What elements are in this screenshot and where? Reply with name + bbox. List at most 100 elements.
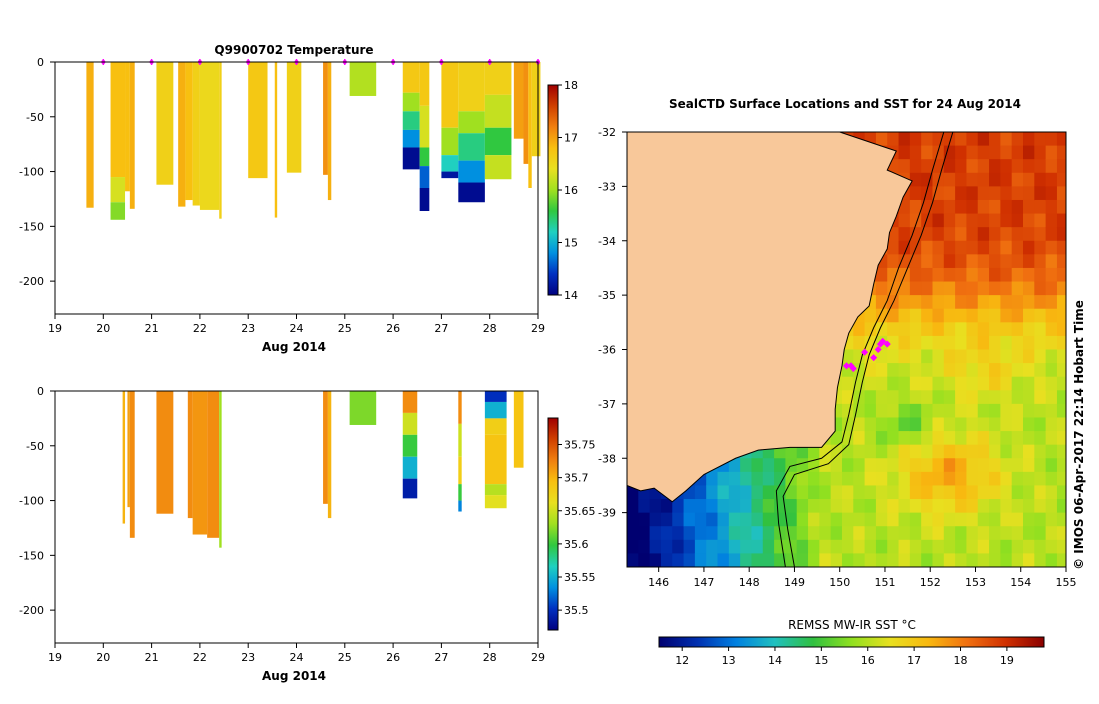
sst-cell — [1011, 240, 1024, 255]
sst-cell — [808, 499, 820, 514]
temperature-y-tick-label: -150 — [19, 220, 44, 233]
sst-map-lon-tick-label: 152 — [920, 576, 941, 589]
sst-cell — [1011, 199, 1024, 215]
sst-cell — [921, 199, 934, 215]
sst-cell — [977, 539, 990, 555]
temperature-cast-segment — [441, 62, 459, 128]
sst-cell — [1045, 512, 1058, 527]
sst-cell — [977, 512, 990, 527]
sst-cell — [989, 145, 1001, 160]
sst-cell — [751, 485, 764, 500]
sst-map-lon-tick-label: 146 — [648, 576, 669, 589]
sst-cell — [1000, 159, 1013, 174]
temperature-cast-segment — [484, 155, 512, 180]
sst-cell — [875, 444, 888, 459]
sst-cell — [909, 254, 922, 269]
sst-map-longitude-axis: 146 147 148 149 150 151 152 153 154 155 — [648, 567, 1077, 589]
temperature-x-tick-label: 20 — [96, 322, 110, 335]
sst-cell — [1034, 390, 1047, 405]
sst-cell — [955, 213, 968, 228]
sst-cell — [1023, 213, 1035, 228]
salinity-cast-segment — [192, 391, 208, 535]
sst-cell — [1045, 349, 1058, 364]
sst-cell — [977, 390, 990, 405]
sst-cell — [1023, 417, 1035, 432]
sst-cell — [887, 431, 900, 446]
sst-cell — [1023, 431, 1035, 446]
surface-location-marker — [861, 348, 869, 356]
sst-cell — [943, 295, 956, 310]
sst-cell — [1000, 539, 1013, 555]
sst-cell — [706, 499, 719, 514]
sst-cell — [864, 539, 877, 555]
temperature-x-tick-label: 27 — [434, 322, 448, 335]
sst-cell — [1045, 403, 1058, 419]
sst-cell — [1000, 308, 1013, 323]
sst-cell — [921, 444, 934, 459]
sst-cell — [909, 186, 922, 201]
sst-cell — [932, 132, 945, 147]
sst-cell — [762, 458, 775, 473]
sst-cell — [1011, 458, 1024, 473]
sst-cell — [1056, 553, 1066, 567]
sst-cell — [1056, 295, 1066, 310]
sst-map-lon-tick-label: 148 — [739, 576, 760, 589]
sst-cell — [853, 553, 866, 567]
sst-cell — [864, 132, 877, 147]
sst-cell — [989, 213, 1001, 228]
sst-cell — [1011, 295, 1024, 310]
sst-cell — [898, 322, 911, 337]
sst-cell — [955, 308, 968, 323]
sst-cell — [774, 471, 787, 487]
sst-cell — [887, 227, 900, 242]
sst-cell — [966, 159, 979, 174]
sst-cell — [1000, 512, 1013, 527]
sst-map-lat-tick-label: -36 — [598, 344, 616, 357]
sst-cell — [966, 335, 979, 351]
sst-cell — [1011, 376, 1024, 391]
sst-cell — [1000, 254, 1013, 269]
sst-colorbar — [658, 636, 1045, 648]
sst-cell — [966, 308, 979, 323]
sst-cell — [717, 458, 730, 473]
sst-cell — [921, 295, 934, 310]
sst-cell — [966, 512, 979, 527]
sst-cell — [762, 526, 775, 541]
sst-cell — [966, 444, 979, 459]
sst-cell — [875, 403, 888, 419]
sst-cell — [898, 349, 911, 364]
sst-cell — [977, 526, 990, 541]
sst-cell — [932, 499, 945, 514]
sst-cell — [1034, 145, 1047, 160]
sst-cell — [977, 281, 990, 296]
sst-cell — [955, 526, 968, 541]
sst-cell — [898, 512, 911, 527]
sst-cell — [1023, 295, 1035, 310]
sst-cell — [966, 471, 979, 487]
sst-cell — [762, 485, 775, 500]
sst-cell — [841, 526, 854, 541]
sst-cell — [1045, 240, 1058, 255]
salinity-cast-segment — [402, 456, 418, 479]
sst-colorbar-tick-label: 18 — [954, 654, 968, 667]
surface-location-marker — [842, 362, 851, 370]
sst-cell — [875, 512, 888, 527]
sst-cell — [909, 376, 922, 391]
sst-cell — [887, 485, 900, 500]
temperature-x-tick-label: 26 — [386, 322, 400, 335]
sst-cell — [921, 322, 934, 337]
sst-cell — [955, 132, 968, 147]
sst-cell — [627, 526, 639, 541]
sst-cell — [921, 254, 934, 269]
sst-cell — [943, 254, 956, 269]
sst-cell — [943, 240, 956, 255]
sst-cell — [921, 417, 934, 432]
temperature-cast-segment — [156, 62, 174, 185]
sst-cell — [955, 322, 968, 337]
sst-cell — [989, 308, 1001, 323]
sst-cell — [977, 376, 990, 391]
sst-cell — [898, 227, 911, 242]
sst-cell — [796, 499, 809, 514]
sst-map-lon-tick-label: 153 — [965, 576, 986, 589]
temperature-cast-segment — [484, 127, 512, 156]
